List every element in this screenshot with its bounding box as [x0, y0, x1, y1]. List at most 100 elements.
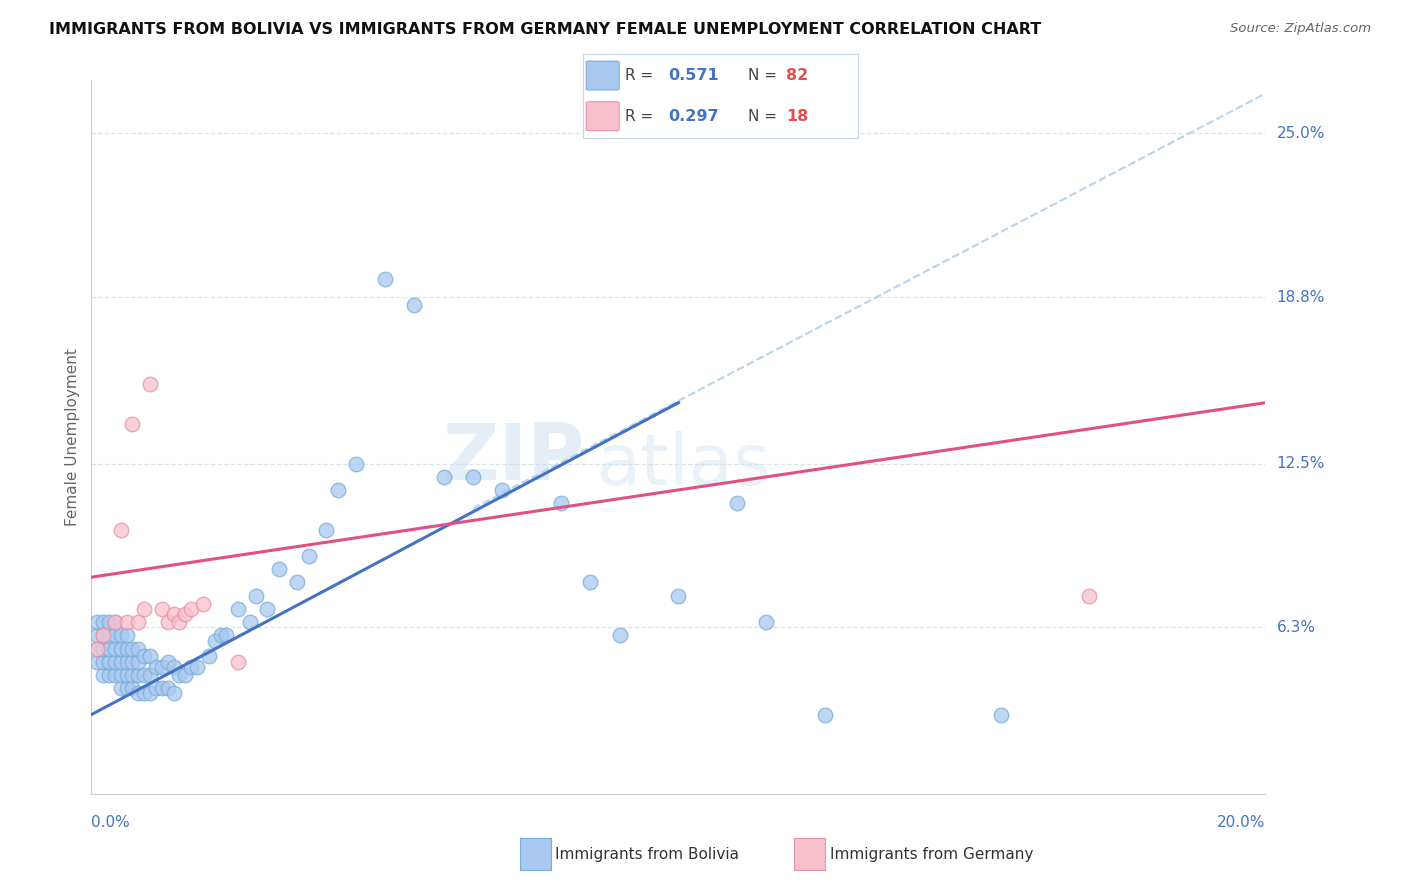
FancyBboxPatch shape [586, 102, 619, 130]
Point [121, 641, 143, 656]
Point [579, 575, 602, 590]
Point [174, 668, 197, 682]
Point [127, 668, 149, 682]
Text: Source: ZipAtlas.com: Source: ZipAtlas.com [1230, 22, 1371, 36]
Point [145, 681, 167, 695]
Text: 82: 82 [786, 68, 808, 83]
Point [666, 589, 689, 603]
Y-axis label: Female Unemployment: Female Unemployment [65, 348, 80, 526]
Point [550, 496, 572, 510]
Point [121, 655, 143, 669]
Point [110, 668, 132, 682]
Point [180, 602, 202, 616]
Text: 0.0%: 0.0% [91, 815, 131, 830]
Point [326, 483, 349, 497]
Point [115, 641, 138, 656]
Point [91, 641, 114, 656]
Point [86, 641, 108, 656]
Point [86, 615, 108, 629]
Point [121, 681, 143, 695]
Point [1078, 589, 1101, 603]
Point [226, 602, 249, 616]
Point [91, 655, 114, 669]
Point [134, 602, 156, 616]
Text: 25.0%: 25.0% [1277, 126, 1324, 141]
Point [110, 655, 132, 669]
Point [404, 298, 426, 312]
Point [245, 589, 267, 603]
Point [98, 641, 121, 656]
Point [150, 660, 173, 674]
Text: 0.571: 0.571 [668, 68, 718, 83]
Point [127, 686, 149, 700]
Point [104, 655, 127, 669]
Text: 6.3%: 6.3% [1277, 620, 1316, 635]
Point [86, 655, 108, 669]
Point [755, 615, 778, 629]
Point [491, 483, 513, 497]
Point [110, 523, 132, 537]
Point [162, 607, 184, 622]
Point [204, 633, 226, 648]
Point [98, 628, 121, 642]
Point [174, 607, 197, 622]
Point [725, 496, 748, 510]
Point [104, 615, 127, 629]
Point [127, 615, 149, 629]
Point [239, 615, 262, 629]
Text: 12.5%: 12.5% [1277, 456, 1324, 471]
Point [115, 628, 138, 642]
Point [110, 628, 132, 642]
Point [169, 615, 191, 629]
Text: atlas: atlas [596, 431, 770, 500]
Point [134, 649, 156, 664]
Point [269, 562, 291, 576]
Point [180, 660, 202, 674]
Point [134, 668, 156, 682]
Point [145, 660, 167, 674]
Point [150, 602, 173, 616]
Text: 18: 18 [786, 109, 808, 124]
Point [344, 457, 367, 471]
Text: IMMIGRANTS FROM BOLIVIA VS IMMIGRANTS FROM GERMANY FEMALE UNEMPLOYMENT CORRELATI: IMMIGRANTS FROM BOLIVIA VS IMMIGRANTS FR… [49, 22, 1042, 37]
Point [169, 668, 191, 682]
Text: 18.8%: 18.8% [1277, 290, 1324, 304]
Point [156, 615, 179, 629]
Point [104, 641, 127, 656]
Point [104, 628, 127, 642]
Point [91, 628, 114, 642]
Point [98, 655, 121, 669]
Text: Immigrants from Bolivia: Immigrants from Bolivia [555, 847, 740, 862]
Point [127, 641, 149, 656]
Point [91, 628, 114, 642]
Point [139, 668, 162, 682]
Point [98, 615, 121, 629]
Text: R =: R = [624, 109, 658, 124]
FancyBboxPatch shape [586, 62, 619, 90]
Point [115, 655, 138, 669]
Point [156, 681, 179, 695]
Point [156, 655, 179, 669]
Point [121, 668, 143, 682]
Point [297, 549, 319, 563]
Point [115, 668, 138, 682]
Point [91, 615, 114, 629]
Point [150, 681, 173, 695]
Text: N =: N = [748, 68, 782, 83]
Text: 20.0%: 20.0% [1218, 815, 1265, 830]
Point [98, 668, 121, 682]
Point [110, 681, 132, 695]
Point [139, 649, 162, 664]
Point [315, 523, 337, 537]
Point [127, 655, 149, 669]
Point [139, 377, 162, 392]
Point [186, 660, 208, 674]
Point [209, 628, 232, 642]
Point [162, 686, 184, 700]
Point [285, 575, 308, 590]
Point [226, 655, 249, 669]
Point [432, 469, 454, 483]
Point [110, 641, 132, 656]
Text: N =: N = [748, 109, 782, 124]
Point [191, 597, 214, 611]
